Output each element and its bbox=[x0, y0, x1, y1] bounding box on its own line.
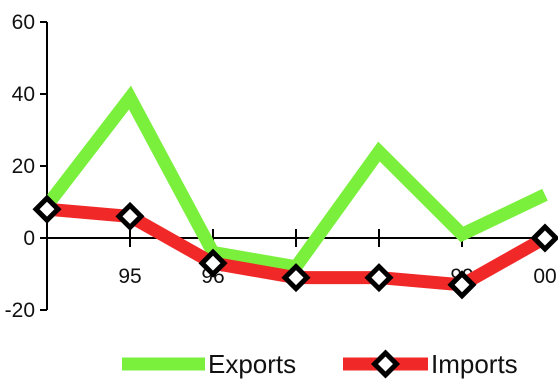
y-tick-label: 20 bbox=[12, 155, 35, 178]
data-point-imports bbox=[198, 248, 228, 278]
data-point-imports bbox=[281, 263, 311, 293]
x-tick-label: 95 bbox=[118, 265, 141, 288]
legend-marker-imports bbox=[370, 349, 401, 379]
y-tick-label: -20 bbox=[5, 299, 35, 322]
legend-label-exports: Exports bbox=[208, 349, 296, 379]
data-point-imports bbox=[32, 194, 62, 224]
y-tick-label: 0 bbox=[23, 227, 35, 250]
y-tick-label: 40 bbox=[12, 83, 35, 106]
y-tick-label: 60 bbox=[12, 11, 35, 34]
data-point-imports bbox=[115, 201, 145, 231]
data-point-imports bbox=[447, 270, 477, 300]
legend-label-imports: Imports bbox=[431, 349, 518, 379]
data-point-imports bbox=[530, 223, 558, 253]
x-tick-label: 00 bbox=[533, 265, 556, 288]
data-point-imports bbox=[364, 263, 394, 293]
